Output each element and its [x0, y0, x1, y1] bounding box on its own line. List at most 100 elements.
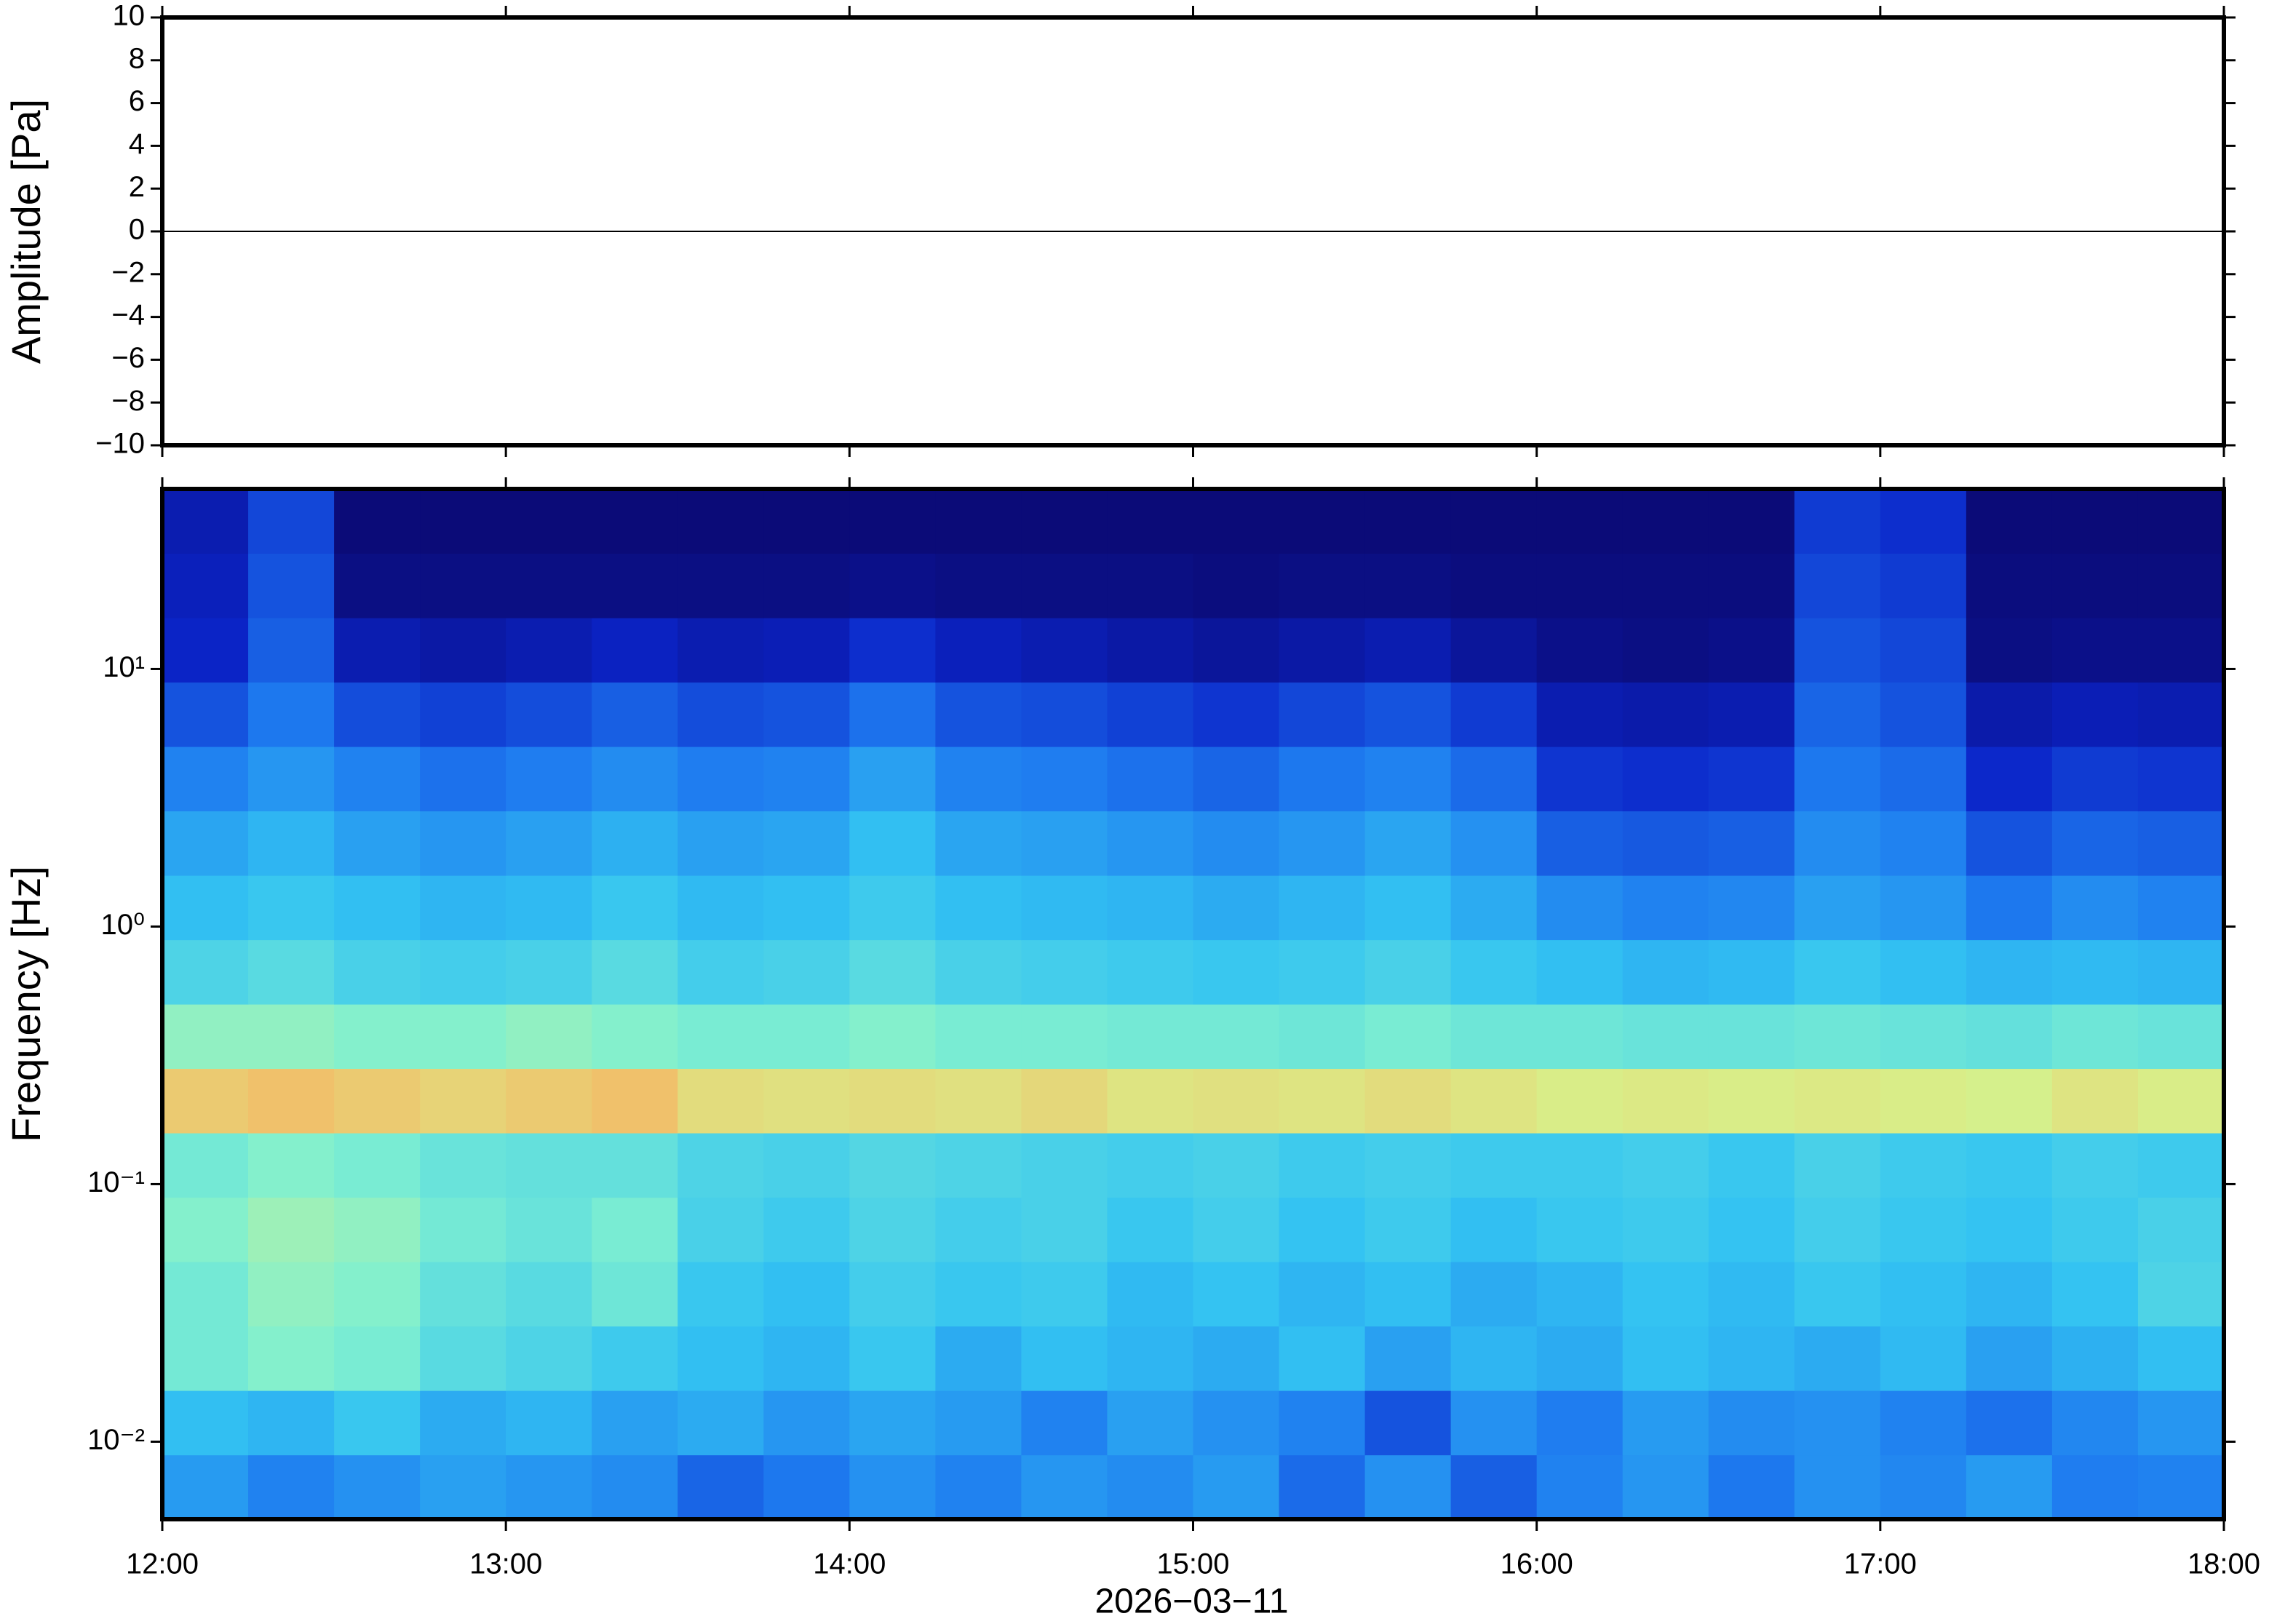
spectrogram-cell	[849, 1390, 936, 1456]
spectrogram-cell	[1880, 811, 1967, 876]
spectrogram-cell	[592, 489, 678, 554]
spectrogram-cell	[1450, 1390, 1538, 1456]
spectrogram-cell	[248, 811, 335, 876]
spectrogram-cell	[677, 682, 764, 747]
spectrogram-cell	[248, 682, 335, 747]
spectrogram-cell	[1193, 1454, 1280, 1519]
spectrogram-cell	[1708, 682, 1795, 747]
spectrogram-cell	[763, 1133, 850, 1198]
spectrogram-cell	[1021, 553, 1108, 618]
spectrogram-cell	[1794, 1454, 1881, 1519]
spectrogram-cell	[1021, 1197, 1108, 1262]
spectrogram-cell	[162, 682, 249, 747]
spectrogram-cell	[849, 1068, 936, 1134]
spectrogram-cell	[1536, 682, 1624, 747]
spectrogram-cell	[334, 1390, 421, 1456]
spectrogram-cell	[420, 1326, 506, 1391]
spectrogram-cell	[248, 618, 335, 683]
spectrogram-cell	[2051, 747, 2139, 812]
spectrogram-cell	[2051, 489, 2139, 554]
spectrogram-cell	[677, 1197, 764, 1262]
spectrogram-cell	[420, 553, 506, 618]
spectrogram-cell	[1622, 1326, 1709, 1391]
spectrogram-cell	[849, 553, 936, 618]
y-tick-label: −10	[95, 428, 145, 460]
spectrogram-cell	[162, 1133, 249, 1198]
spectrogram-cell	[1364, 1454, 1452, 1519]
spectrogram-cell	[162, 553, 249, 618]
spectrogram-cell	[1966, 618, 2053, 683]
spectrogram-cell	[592, 747, 678, 812]
spectrogram-cell	[1364, 618, 1452, 683]
y-tick-label: 10	[113, 0, 146, 32]
spectrogram-cell	[248, 1197, 335, 1262]
spectrogram-cell	[506, 1133, 592, 1198]
spectrogram-cell	[506, 682, 592, 747]
spectrogram-cell	[1622, 489, 1709, 554]
spectrogram-cell	[506, 1197, 592, 1262]
spectrogram-cell	[935, 747, 1022, 812]
spectrogram-cell	[592, 939, 678, 1005]
spectrogram-cell	[420, 489, 506, 554]
spectrogram-cell	[1021, 1326, 1108, 1391]
spectrogram-cell	[1794, 618, 1881, 683]
spectrogram-cell	[1536, 875, 1624, 941]
spectrogram-cell	[1880, 1068, 1967, 1134]
spectrogram-cell	[592, 1133, 678, 1198]
spectrogram-cell	[1880, 875, 1967, 941]
spectrogram-cell	[1021, 618, 1108, 683]
spectrogram-cell	[1708, 1390, 1795, 1456]
spectrogram-cell	[162, 747, 249, 812]
spectrogram-cell	[1193, 875, 1280, 941]
spectrogram-cell	[2137, 1068, 2224, 1134]
spectrogram-cell	[935, 1326, 1022, 1391]
spectrogram-cell	[248, 1133, 335, 1198]
spectrogram-cell	[1794, 939, 1881, 1005]
spectrogram-cell	[1021, 747, 1108, 812]
spectrogram-cell	[1794, 489, 1881, 554]
spectrogram-cell	[1193, 618, 1280, 683]
spectrogram-cell	[849, 747, 936, 812]
spectrogram-cell	[1364, 1197, 1452, 1262]
spectrogram-cell	[1279, 1197, 1366, 1262]
spectrogram-cell	[2051, 1004, 2139, 1070]
spectrogram-cell	[1622, 618, 1709, 683]
spectrogram-cell	[677, 1004, 764, 1070]
spectrogram-cell	[2137, 1197, 2224, 1262]
spectrogram-cell	[763, 1262, 850, 1327]
spectrogram-cell	[2137, 1326, 2224, 1391]
spectrogram-cell	[1794, 1133, 1881, 1198]
spectrogram-cell	[1364, 1326, 1452, 1391]
spectrogram-cell	[1622, 747, 1709, 812]
spectrogram-cell	[1193, 1326, 1280, 1391]
spectrogram-cell	[677, 1068, 764, 1134]
spectrogram-cell	[1107, 1197, 1194, 1262]
spectrogram-cell	[1880, 682, 1967, 747]
spectrogram-cell	[677, 875, 764, 941]
spectrogram-cell	[1880, 618, 1967, 683]
spectrogram-cell	[1364, 939, 1452, 1005]
spectrogram-cell	[1279, 939, 1366, 1005]
spectrogram-cell	[1364, 1390, 1452, 1456]
spectrogram-cell	[1364, 1004, 1452, 1070]
spectrogram-cell	[162, 1390, 249, 1456]
spectrogram-cell	[2051, 1454, 2139, 1519]
x-tick-label: 14:00	[813, 1548, 886, 1580]
spectrogram-cell	[1536, 811, 1624, 876]
spectrogram-cell	[1193, 1390, 1280, 1456]
spectrogram-cell	[2051, 618, 2139, 683]
spectrogram-cell	[420, 1068, 506, 1134]
y-axis-title: Amplitude [Pa]	[3, 99, 49, 364]
spectrogram-cell	[1107, 1004, 1194, 1070]
spectrogram-cell	[677, 1454, 764, 1519]
spectrogram-cell	[1021, 811, 1108, 876]
spectrogram-cell	[162, 939, 249, 1005]
spectrogram-cell	[935, 1262, 1022, 1327]
x-tick-label: 17:00	[1844, 1548, 1917, 1580]
spectrogram-cell	[506, 553, 592, 618]
spectrogram-cell	[1279, 553, 1366, 618]
spectrogram-cell	[1021, 1454, 1108, 1519]
x-tick-label: 13:00	[469, 1548, 542, 1580]
spectrogram-cell	[1107, 682, 1194, 747]
spectrogram-cell	[935, 1004, 1022, 1070]
